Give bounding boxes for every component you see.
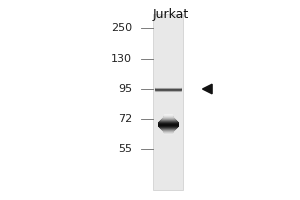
Polygon shape: [202, 84, 212, 94]
Text: 250: 250: [111, 23, 132, 33]
Text: 55: 55: [118, 144, 132, 154]
Bar: [153, 14, 183, 190]
Text: 95: 95: [118, 84, 132, 94]
Text: 72: 72: [118, 114, 132, 124]
Text: Jurkat: Jurkat: [153, 8, 189, 21]
Text: 130: 130: [111, 54, 132, 64]
